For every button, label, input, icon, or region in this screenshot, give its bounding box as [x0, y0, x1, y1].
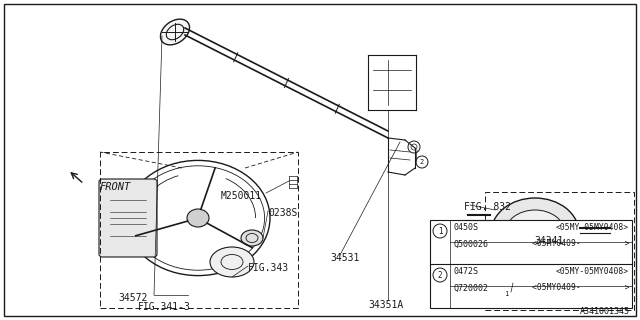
Text: 1: 1 — [438, 227, 442, 236]
Text: Q500026: Q500026 — [454, 239, 489, 249]
Text: 34572: 34572 — [118, 293, 148, 303]
Ellipse shape — [521, 222, 549, 244]
Text: 34341: 34341 — [534, 236, 563, 246]
Ellipse shape — [161, 19, 189, 45]
Text: 2: 2 — [420, 159, 424, 165]
Bar — [100, 152, 298, 308]
Circle shape — [408, 141, 420, 153]
Text: A341001345: A341001345 — [580, 308, 630, 316]
Text: <05MY-05MY0408>: <05MY-05MY0408> — [556, 222, 629, 231]
Text: M250011: M250011 — [221, 191, 262, 201]
Circle shape — [513, 279, 520, 286]
Text: 34531: 34531 — [330, 253, 360, 263]
Text: FIG.341-3: FIG.341-3 — [138, 302, 191, 312]
Circle shape — [500, 288, 512, 300]
Text: <05MY0409-         >: <05MY0409- > — [531, 239, 629, 249]
Circle shape — [510, 276, 524, 290]
FancyBboxPatch shape — [540, 221, 585, 249]
Text: FIG. 832: FIG. 832 — [464, 202, 511, 212]
Text: FIG.343: FIG.343 — [248, 263, 289, 273]
Circle shape — [433, 224, 447, 238]
Ellipse shape — [187, 209, 209, 227]
Text: 0238S: 0238S — [268, 208, 298, 218]
Circle shape — [416, 156, 428, 168]
Text: Q720002: Q720002 — [454, 284, 489, 292]
Text: FRONT: FRONT — [100, 182, 131, 192]
Ellipse shape — [491, 198, 579, 268]
Bar — [485, 192, 634, 310]
Text: 2: 2 — [438, 270, 442, 279]
FancyBboxPatch shape — [99, 179, 157, 257]
Bar — [430, 220, 632, 308]
Circle shape — [411, 144, 417, 150]
Circle shape — [433, 268, 447, 282]
Text: <05MY-05MY0408>: <05MY-05MY0408> — [556, 267, 629, 276]
Text: 0472S: 0472S — [454, 267, 479, 276]
Ellipse shape — [210, 247, 254, 277]
Ellipse shape — [505, 210, 565, 256]
Text: 1: 1 — [504, 291, 508, 297]
Text: 0450S: 0450S — [454, 222, 479, 231]
Ellipse shape — [241, 230, 263, 246]
Text: 34351A: 34351A — [368, 300, 403, 310]
Text: <05MY0409-         >: <05MY0409- > — [531, 284, 629, 292]
